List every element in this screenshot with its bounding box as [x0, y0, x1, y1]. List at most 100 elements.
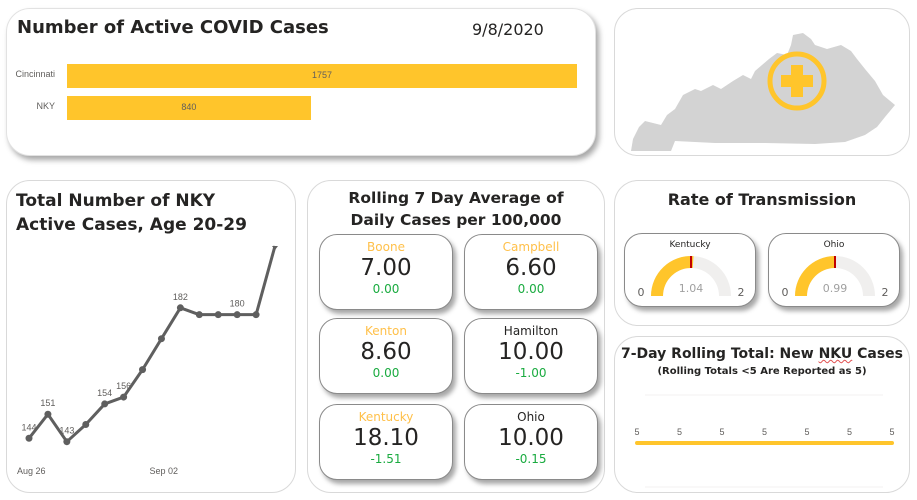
active-cases-title: Number of Active COVID Cases [17, 17, 329, 38]
card-delta: -0.15 [515, 452, 547, 466]
bar-label: NKY [36, 101, 55, 111]
data-label: 5 [762, 427, 767, 437]
card-value: 10.00 [498, 425, 564, 451]
gauge-chart: 0.99 0 2 [782, 256, 889, 299]
card-value: 10.00 [498, 339, 564, 365]
card-value: 6.60 [505, 255, 557, 281]
bar-label: Cincinnati [15, 69, 55, 79]
card-name: Campbell [502, 240, 560, 254]
data-label: 5 [804, 427, 809, 437]
card-campbell[interactable]: Campbell 6.60 0.00 [464, 234, 598, 310]
nku-cases-title: 7-Day Rolling Total: New NKU Cases [615, 346, 909, 362]
data-label: 5 [634, 427, 639, 437]
age-cases-title: Total Number of NKY Active Cases, Age 20… [16, 189, 247, 237]
report-date: 9/8/2020 [472, 20, 544, 39]
data-point[interactable] [63, 438, 71, 446]
data-label: 143 [59, 426, 74, 436]
card-kenton[interactable]: Kenton 8.60 0.00 [319, 318, 453, 394]
kentucky-map-icon [631, 33, 895, 151]
gauge-name: Ohio [823, 240, 845, 250]
bar-cincinnati[interactable] [67, 64, 577, 88]
card-kentucky[interactable]: Kentucky 18.10 -1.51 [319, 404, 453, 480]
data-point[interactable] [252, 311, 260, 319]
data-label: 151 [40, 398, 55, 408]
transmission-panel: Rate of Transmission 1.04 0 2 Kentucky 0.9… [614, 180, 910, 326]
data-point[interactable] [157, 335, 165, 343]
card-ohio[interactable]: Ohio 10.00 -0.15 [464, 404, 598, 480]
age-cases-title-line1: Total Number of NKY [16, 191, 216, 211]
data-point[interactable] [176, 304, 184, 312]
kentucky-map-panel [614, 8, 910, 156]
gauge-kentucky[interactable]: 1.04 0 2 Kentucky [624, 233, 756, 307]
gauge-min-label: 0 [782, 286, 789, 299]
gauge-chart: 1.04 0 2 [638, 256, 745, 299]
nku-title-nku: NKU [818, 346, 853, 362]
bar-value: 840 [181, 102, 197, 112]
card-delta: 0.00 [372, 366, 400, 380]
nku-title-suffix: Cases [852, 346, 904, 362]
bar-nky[interactable] [67, 96, 311, 120]
data-point[interactable] [195, 311, 203, 319]
data-label: 156 [116, 381, 131, 391]
data-point[interactable] [25, 434, 33, 442]
data-point[interactable] [120, 393, 128, 401]
age-cases-line-chart[interactable]: 144 151 143 154 156 182 180 Aug 26 Sep 02 [7, 181, 297, 494]
card-delta: 0.00 [372, 282, 400, 296]
card-boone[interactable]: Boone 7.00 0.00 [319, 234, 453, 310]
card-name: Kenton [365, 324, 407, 338]
card-name: Hamilton [503, 324, 559, 338]
card-name: Kentucky [358, 410, 414, 424]
card-delta: -1.51 [370, 452, 402, 466]
gauge-fill [651, 256, 694, 296]
kentucky-state-shape [631, 33, 895, 151]
gauge-value: 0.99 [823, 282, 848, 295]
data-label: 144 [21, 422, 36, 432]
nku-cases-line-chart[interactable]: 5 5 5 5 5 5 5 [615, 337, 911, 494]
data-label: 5 [677, 427, 682, 437]
gauge-name: Kentucky [669, 240, 711, 250]
x-tick-label: Aug 26 [17, 466, 46, 476]
data-point[interactable] [139, 366, 147, 374]
gauge-min-label: 0 [638, 286, 645, 299]
active-cases-panel: Number of Active COVID Cases 9/8/2020 Ci… [6, 8, 596, 156]
x-tick-label: Sep 02 [149, 466, 178, 476]
card-value: 8.60 [360, 339, 412, 365]
gauge-max-label: 2 [882, 286, 889, 299]
rolling-average-title: Rolling 7 Day Average of Daily Cases per… [308, 187, 604, 231]
card-name: Ohio [517, 410, 545, 424]
rolling-average-title-line1: Rolling 7 Day Average of [348, 189, 564, 207]
card-delta: 0.00 [517, 282, 545, 296]
card-delta: -1.00 [515, 366, 547, 380]
bar-row-nky[interactable]: NKY 840 [7, 96, 595, 120]
data-point[interactable] [44, 410, 52, 418]
line-series [27, 245, 277, 444]
card-value: 7.00 [360, 255, 412, 281]
card-name: Boone [367, 240, 405, 254]
gauge-max-label: 2 [738, 286, 745, 299]
rolling-average-panel: Rolling 7 Day Average of Daily Cases per… [307, 180, 605, 493]
medical-cross-icon [781, 65, 813, 97]
medical-cross-circle [767, 51, 827, 111]
data-point[interactable] [214, 311, 222, 319]
bar-row-cincinnati[interactable]: Cincinnati 1757 [7, 64, 595, 88]
gauge-ohio[interactable]: 0.99 0 2 Ohio [768, 233, 900, 307]
data-label: 5 [719, 427, 724, 437]
nku-title-prefix: 7-Day Rolling Total: New [620, 346, 819, 362]
data-label: 182 [173, 292, 188, 302]
age-cases-panel: Total Number of NKY Active Cases, Age 20… [6, 180, 296, 493]
rolling-average-title-line2: Daily Cases per 100,000 [350, 211, 562, 229]
card-value: 18.10 [353, 425, 419, 451]
card-hamilton[interactable]: Hamilton 10.00 -1.00 [464, 318, 598, 394]
data-label: 5 [889, 427, 894, 437]
data-point[interactable] [233, 311, 241, 319]
bar-value: 1757 [311, 70, 333, 80]
data-point[interactable] [82, 421, 90, 429]
data-point[interactable] [101, 400, 109, 408]
nku-cases-panel: 5 5 5 5 5 5 5 7-Day Rolling Total: New NKU Cas… [614, 336, 910, 493]
data-point[interactable] [272, 246, 278, 250]
nku-cases-subtitle: (Rolling Totals <5 Are Reported as 5) [657, 366, 867, 377]
data-label: 5 [847, 427, 852, 437]
data-label: 154 [97, 388, 112, 398]
transmission-title: Rate of Transmission [667, 190, 857, 209]
age-cases-title-line2: Active Cases, Age 20-29 [16, 215, 247, 235]
